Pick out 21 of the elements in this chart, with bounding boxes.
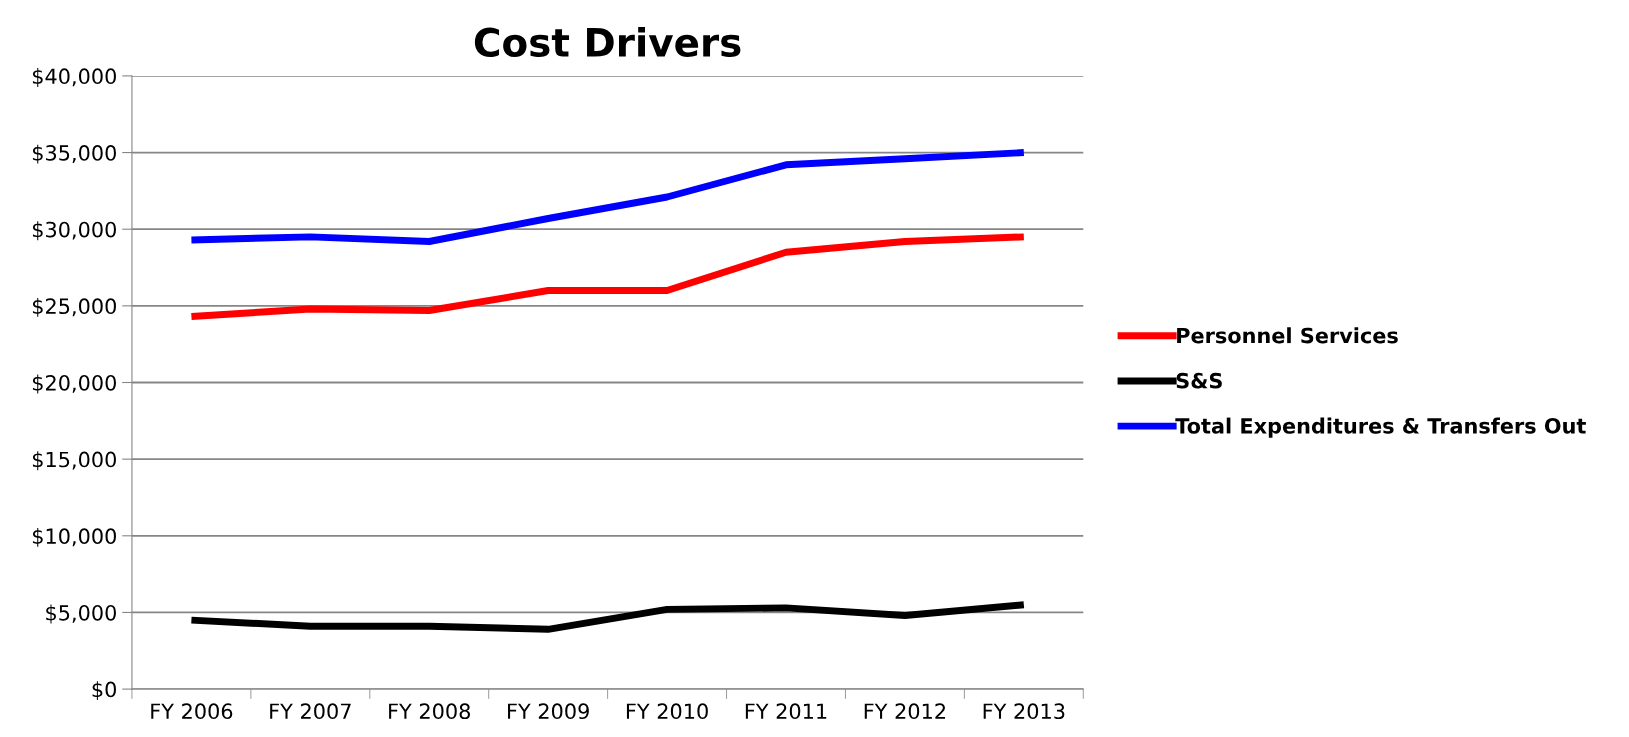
x-tick-label: FY 2008 (389, 703, 470, 720)
y-tick-label: $20,000 (32, 374, 116, 394)
legend-label: Total Expenditures & Transfers Out (1175, 417, 1586, 438)
x-tick-label: FY 2006 (151, 703, 233, 720)
y-tick-label: $15,000 (32, 451, 116, 471)
x-tick-label: FY 2010 (626, 703, 708, 720)
y-tick-label: $25,000 (32, 297, 116, 317)
x-tick-label: FY 2013 (983, 703, 1065, 720)
x-tick-label: FY 2012 (864, 703, 945, 720)
y-tick-label: $5,000 (46, 604, 116, 624)
y-tick-label: $35,000 (32, 144, 116, 164)
y-tick-label: $40,000 (32, 68, 116, 87)
x-tick-label: FY 2007 (270, 703, 351, 720)
legend-label: S&S (1176, 372, 1222, 389)
y-tick-label: $10,000 (32, 527, 116, 547)
chart-title: Cost Drivers (474, 26, 741, 58)
legend-label: Personnel Services (1177, 327, 1398, 344)
y-tick-label: $0 (92, 681, 116, 701)
x-tick-label: FY 2011 (745, 703, 827, 720)
x-tick-label: FY 2009 (508, 703, 589, 720)
y-tick-label: $30,000 (32, 221, 116, 241)
